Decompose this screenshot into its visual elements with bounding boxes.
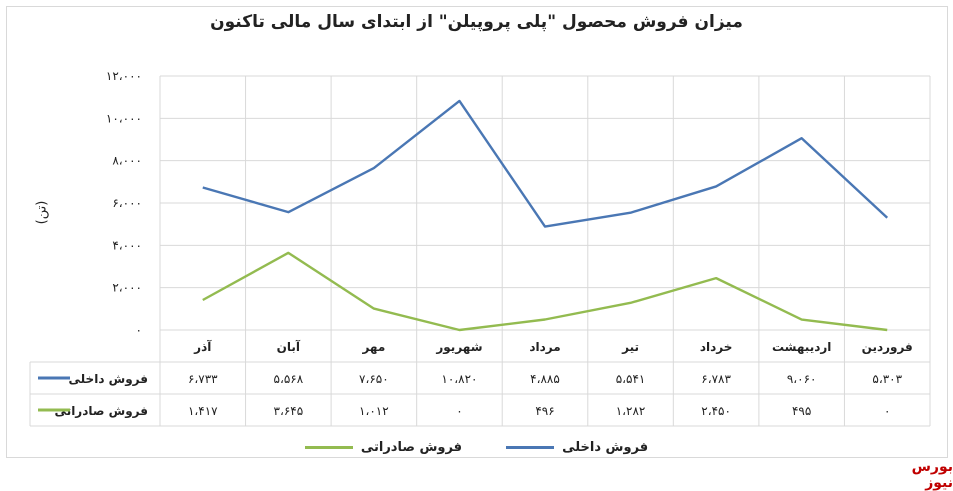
legend-item-domestic: فروش داخلی — [506, 440, 648, 455]
legend-swatch-export — [305, 446, 353, 449]
y-tick-label: ۰ — [136, 323, 142, 337]
table-cell-value: ۲،۴۵۰ — [701, 404, 731, 418]
table-cell-value: ۶،۷۳۳ — [188, 372, 218, 386]
table-cell-value: ۶،۷۸۳ — [701, 372, 731, 386]
y-tick-label: ۱۰،۰۰۰ — [106, 111, 142, 125]
legend-item-export: فروش صادراتی — [305, 440, 462, 455]
x-category-label: مهر — [361, 340, 385, 354]
table-series-name: فروش داخلی — [69, 372, 148, 387]
table-cell-value: ۴۹۵ — [792, 404, 811, 418]
legend-swatch-domestic — [506, 446, 554, 449]
x-category-label: اردیبهشت — [772, 340, 831, 354]
table-cell-value: ۵،۳۰۳ — [872, 372, 902, 386]
x-category-label: مرداد — [529, 340, 560, 354]
y-tick-label: ۱۲،۰۰۰ — [106, 69, 142, 83]
table-cell-value: ۱،۰۱۲ — [359, 404, 389, 418]
legend-label-export: فروش صادراتی — [361, 440, 462, 455]
y-tick-label: ۸،۰۰۰ — [112, 154, 142, 168]
table-cell-value: ۰ — [884, 404, 890, 418]
table-cell-value: ۳،۶۴۵ — [274, 404, 304, 418]
x-category-label: فروردین — [862, 340, 913, 355]
table-cell-value: ۴،۸۸۵ — [530, 372, 560, 386]
table-cell-value: ۰ — [456, 404, 462, 418]
line-chart: ۰ ۲،۰۰۰ ۴،۰۰۰ ۶،۰۰۰ ۸،۰۰۰ ۱۰،۰۰۰ ۱۲،۰۰۰ فروردین… — [0, 0, 953, 440]
x-category-label: شهریور — [435, 340, 482, 355]
y-tick-label: ۶،۰۰۰ — [112, 196, 142, 210]
series-line-0 — [203, 101, 887, 227]
table-cell-value: ۱،۴۱۷ — [188, 404, 218, 418]
legend: فروش داخلی فروش صادراتی — [0, 440, 953, 455]
table-cell-value: ۷،۶۵۰ — [359, 372, 389, 386]
legend-label-domestic: فروش داخلی — [562, 440, 648, 455]
table-cell-value: ۹،۰۶۰ — [787, 372, 817, 386]
y-tick-label: ۴،۰۰۰ — [112, 238, 142, 252]
table-cell-value: ۱،۲۸۲ — [616, 404, 646, 418]
table-cell-value: ۵،۵۴۱ — [616, 372, 646, 386]
x-category-label: تیر — [621, 340, 639, 354]
table-cell-value: ۴۹۶ — [535, 404, 554, 418]
table-cell-value: ۵،۵۶۸ — [274, 372, 304, 386]
y-tick-label: ۲،۰۰۰ — [112, 281, 142, 295]
x-category-label: خرداد — [700, 340, 733, 354]
table-cell-value: ۱۰،۸۲۰ — [441, 372, 477, 386]
x-category-label: آبان — [277, 339, 301, 354]
x-category-label: آذر — [193, 339, 212, 354]
brand-mark: بورس نیوز — [880, 459, 953, 491]
series-line-1 — [203, 253, 887, 330]
